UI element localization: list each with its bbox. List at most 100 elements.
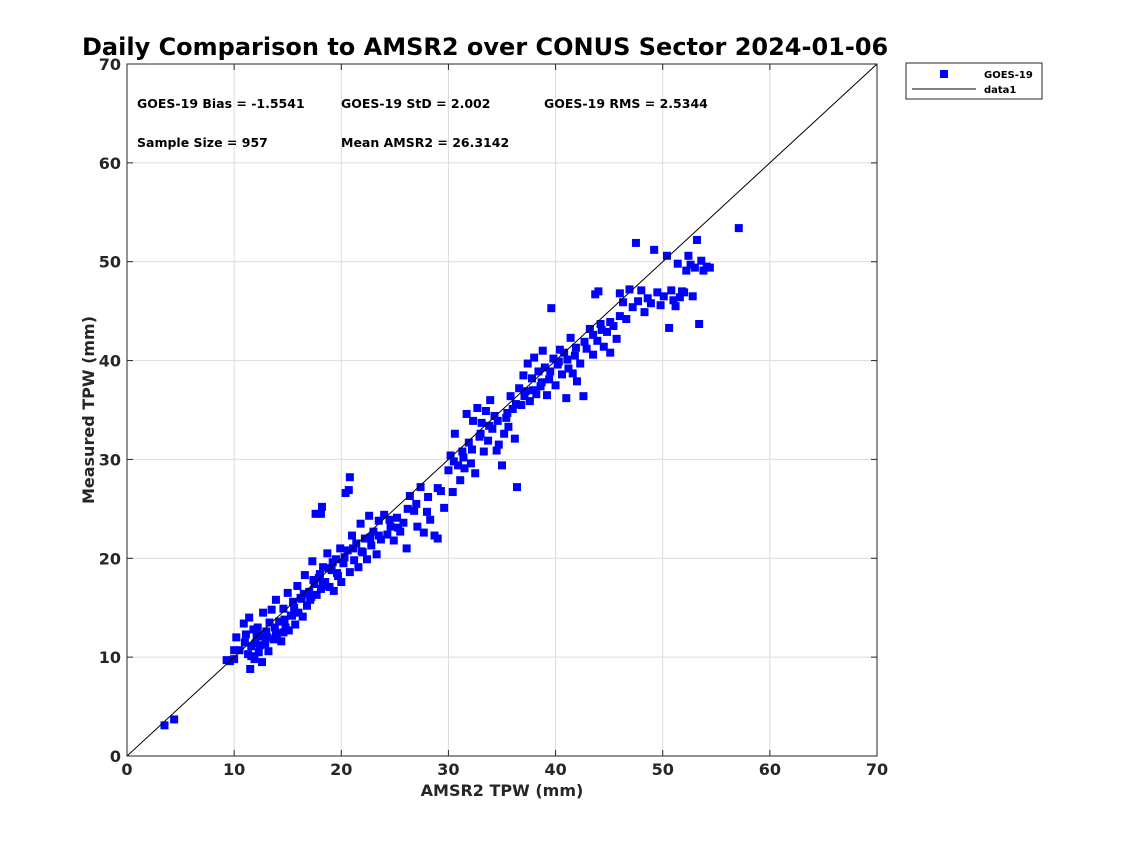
data-point bbox=[481, 406, 490, 415]
data-point bbox=[646, 299, 655, 308]
data-point bbox=[232, 633, 241, 642]
data-point bbox=[628, 303, 637, 312]
data-point bbox=[293, 581, 302, 590]
data-point bbox=[289, 597, 298, 606]
data-point bbox=[682, 266, 691, 275]
data-point bbox=[230, 646, 239, 655]
data-point bbox=[345, 473, 354, 482]
legend: GOES-19 data1 bbox=[905, 62, 1043, 100]
data-point bbox=[416, 483, 425, 492]
data-point bbox=[270, 623, 279, 632]
stat-rms: GOES-19 RMS = 2.5344 bbox=[544, 96, 708, 111]
data-point bbox=[252, 631, 261, 640]
data-point bbox=[570, 351, 579, 360]
x-tick-label: 50 bbox=[652, 760, 674, 779]
legend-marker-square-icon bbox=[940, 70, 948, 78]
data-point bbox=[593, 336, 602, 345]
data-point bbox=[413, 522, 422, 531]
data-point bbox=[337, 578, 346, 587]
data-point bbox=[460, 464, 469, 473]
data-point bbox=[597, 325, 606, 334]
data-point bbox=[479, 447, 488, 456]
data-point bbox=[389, 536, 398, 545]
data-point bbox=[546, 367, 555, 376]
data-point bbox=[554, 357, 563, 366]
data-point bbox=[380, 510, 389, 519]
data-point bbox=[323, 549, 332, 558]
grid bbox=[127, 64, 877, 756]
data-point bbox=[643, 294, 652, 303]
data-point bbox=[515, 384, 524, 393]
data-point bbox=[466, 459, 475, 468]
data-point bbox=[423, 507, 431, 516]
data-point bbox=[454, 461, 463, 470]
data-point bbox=[490, 411, 499, 420]
data-point bbox=[492, 446, 501, 455]
data-point bbox=[319, 581, 328, 590]
data-point bbox=[170, 715, 179, 724]
data-point bbox=[305, 587, 314, 596]
stat-bias: GOES-19 Bias = -1.5541 bbox=[137, 96, 305, 111]
data-point bbox=[271, 631, 280, 640]
axis-ticks: 0 10 20 30 40 50 60 70 0 10 20 30 40 50 60 70 bbox=[99, 55, 888, 779]
data-point bbox=[558, 370, 566, 379]
data-point bbox=[686, 260, 695, 269]
data-point bbox=[297, 594, 306, 603]
data-point bbox=[316, 509, 325, 518]
data-point bbox=[477, 418, 486, 427]
data-point bbox=[367, 541, 376, 550]
x-tick-label: 40 bbox=[544, 760, 566, 779]
data-point bbox=[393, 513, 401, 522]
data-point bbox=[693, 235, 701, 244]
data-point bbox=[283, 588, 292, 597]
y-tick-label: 70 bbox=[99, 55, 121, 74]
x-tick-label: 30 bbox=[437, 760, 459, 779]
data-point bbox=[383, 530, 392, 539]
stat-mean-amsr2: Mean AMSR2 = 26.3142 bbox=[341, 135, 509, 150]
plot-frame bbox=[126, 63, 878, 757]
data-point bbox=[279, 604, 288, 613]
data-point bbox=[589, 330, 598, 339]
data-point bbox=[684, 251, 693, 260]
data-point bbox=[511, 400, 520, 409]
data-point bbox=[549, 354, 558, 363]
data-point bbox=[350, 556, 359, 565]
data-point bbox=[637, 286, 646, 295]
legend-label-goes19: GOES-19 bbox=[984, 70, 1033, 81]
data-point bbox=[300, 571, 309, 580]
data-point bbox=[256, 632, 265, 641]
data-point bbox=[622, 315, 631, 324]
data-point bbox=[324, 564, 333, 573]
y-tick-label: 50 bbox=[99, 253, 121, 272]
data-point bbox=[493, 416, 502, 425]
data-point bbox=[280, 615, 289, 624]
data-point bbox=[705, 263, 714, 272]
data-point bbox=[473, 404, 482, 413]
data-point bbox=[333, 569, 341, 578]
data-point bbox=[329, 586, 338, 595]
data-point bbox=[571, 343, 580, 352]
data-point bbox=[510, 434, 519, 443]
data-point bbox=[352, 539, 361, 548]
data-point bbox=[579, 392, 588, 401]
data-point bbox=[363, 555, 371, 564]
data-point bbox=[349, 544, 358, 553]
stats-annotations: GOES-19 Bias = -1.5541 GOES-19 StD = 2.0… bbox=[137, 96, 708, 150]
data-point bbox=[476, 429, 485, 438]
data-point bbox=[680, 288, 689, 297]
x-axis-label: AMSR2 TPW (mm) bbox=[421, 781, 584, 800]
data-point bbox=[340, 553, 349, 562]
x-tick-label: 0 bbox=[121, 760, 132, 779]
data-point bbox=[566, 333, 575, 342]
data-point bbox=[325, 582, 334, 591]
data-point bbox=[385, 515, 394, 524]
data-point bbox=[261, 640, 270, 649]
x-tick-label: 10 bbox=[223, 760, 245, 779]
data-point bbox=[734, 224, 743, 233]
data-point bbox=[615, 289, 624, 298]
data-point bbox=[247, 652, 256, 661]
data-point bbox=[530, 353, 539, 362]
data-point bbox=[288, 611, 296, 620]
data-point bbox=[336, 544, 345, 553]
